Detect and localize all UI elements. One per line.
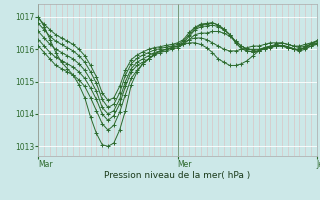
- X-axis label: Pression niveau de la mer( hPa ): Pression niveau de la mer( hPa ): [104, 171, 251, 180]
